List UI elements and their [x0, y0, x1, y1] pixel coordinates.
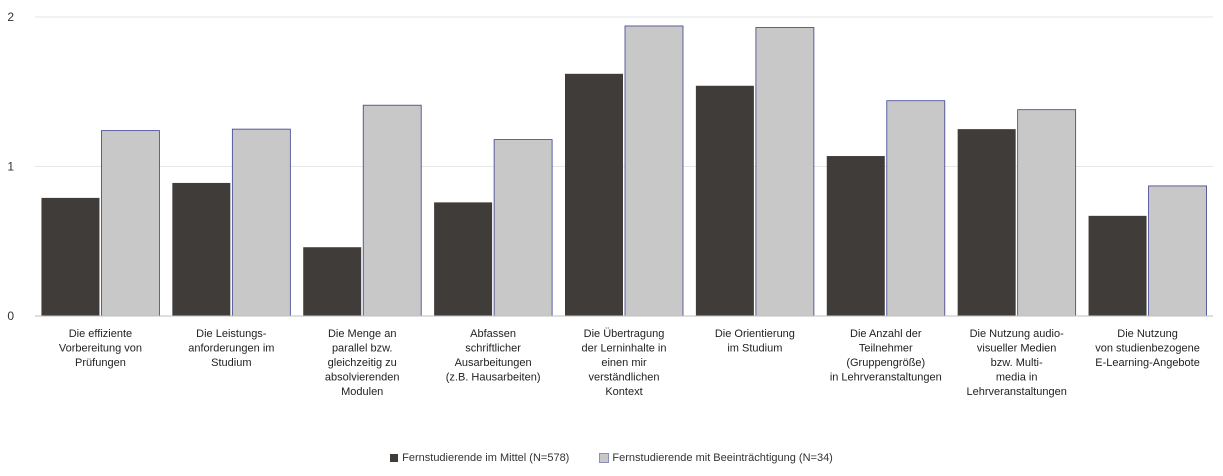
category-label: Die Nutzung von studienbezogene E-Learning… — [1095, 328, 1200, 369]
bar-series-2 — [1017, 109, 1077, 317]
category-label: Die Nutzung audio-visueller Medien bzw. M… — [967, 328, 1067, 398]
y-tick-label: 1 — [7, 160, 14, 174]
bar-chart: 0 1 2 Die effiziente Vorbereitung von Prüfun… — [7, 10, 1213, 398]
y-tick-label: 0 — [7, 309, 14, 323]
legend-swatch — [390, 454, 399, 462]
bar-series-1 — [434, 202, 493, 316]
bar-series-2 — [493, 139, 553, 317]
legend-swatch — [599, 453, 610, 463]
y-axis-ticks: 0 1 2 — [7, 10, 14, 323]
category-label: Die Anzahl der Teilnehmer (Gruppengröße) in… — [830, 328, 942, 384]
legend: Fernstudierende im Mittel (N=578) Fernst… — [0, 452, 1223, 465]
category-label: Die Orientierung im Studium — [715, 328, 795, 355]
bar-series-2 — [101, 130, 160, 317]
y-tick-label: 2 — [7, 10, 14, 24]
bar-series-2 — [1148, 185, 1207, 317]
legend-item-series-2: Fernstudierende mit Beeinträchtigung (N=… — [599, 452, 833, 464]
bar-series-1 — [826, 156, 885, 316]
bar-series-1 — [695, 85, 754, 317]
bar-series-1 — [172, 182, 231, 316]
legend-item-series-1: Fernstudierende im Mittel (N=578) — [390, 452, 569, 464]
category-label: Die Leistungs-anforderungen im Studium — [188, 328, 274, 369]
category-label: Abfassen schriftlicher Ausarbeitungen (z.B.… — [446, 328, 541, 384]
bar-series-1 — [1088, 215, 1147, 316]
category-label: Die Menge an parallel bzw. gleichzeitig zu… — [325, 328, 400, 398]
category-label: Die effiziente Vorbereitung von Prüfungen — [59, 328, 142, 369]
bar-series-1 — [41, 197, 100, 316]
legend-label: Fernstudierende mit Beeinträchtigung (N=… — [612, 452, 833, 464]
bar-series-2 — [231, 128, 291, 317]
bar-series-1 — [957, 129, 1016, 316]
bar-series-1 — [565, 73, 623, 316]
category-label: Die Übertragung der Lerninhalte in einen m… — [581, 328, 666, 398]
bar-series-2 — [362, 104, 422, 317]
bar-series-2 — [624, 25, 684, 317]
bar-series-2 — [886, 100, 946, 317]
legend-label: Fernstudierende im Mittel (N=578) — [402, 452, 570, 464]
bar-series-1 — [303, 247, 362, 316]
bar-series-2 — [755, 27, 815, 317]
gridlines — [35, 16, 1213, 167]
category-labels: Die effiziente Vorbereitung von Prüfungen D… — [59, 328, 1200, 398]
bars — [41, 25, 1207, 317]
